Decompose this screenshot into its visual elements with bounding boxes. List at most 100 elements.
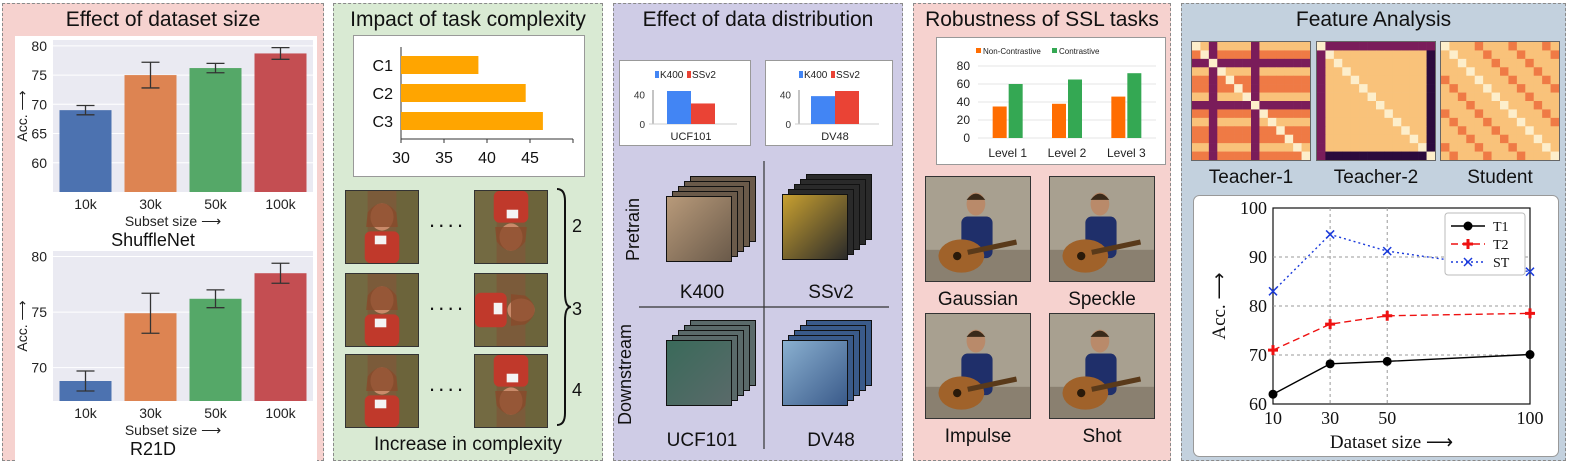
legend-swatch <box>976 48 981 53</box>
x-axis-label: Dataset size ⟶ <box>1330 432 1453 453</box>
y-tick-label: 70 <box>31 96 47 112</box>
ellipsis: ···· <box>428 295 466 320</box>
panel-data-distribution: Effect of data distribution K400 SSv2 0 40 U… <box>613 3 903 461</box>
panel-task-complexity: Impact of task complexity C1 C2 C3 30 35 40 45… <box>333 3 603 461</box>
bar <box>992 106 1007 138</box>
heatmap-label: Teacher-1 <box>1208 167 1294 188</box>
heatmap-label: Teacher-2 <box>1333 167 1419 188</box>
similarity-heatmap <box>1316 41 1436 161</box>
legend-marker <box>1463 239 1473 249</box>
frame-thumbnail <box>345 190 419 264</box>
legend-marker <box>1463 257 1473 267</box>
legend-swatch <box>687 71 691 78</box>
similarity-heatmap <box>1440 41 1560 161</box>
x-tick-label: Level 1 <box>988 146 1027 160</box>
x-tick-label: 100 <box>1517 408 1544 428</box>
data-point <box>1525 267 1535 277</box>
chart-title: R21D <box>130 439 176 459</box>
y-tick-label: 70 <box>1249 345 1267 365</box>
brace <box>556 188 572 426</box>
x-tick-label: 10 <box>1264 408 1282 428</box>
bar <box>1127 73 1142 138</box>
label-k400: K400 <box>679 282 725 303</box>
bar <box>1068 79 1082 138</box>
downstream-label: Downstream <box>615 323 636 426</box>
bar <box>59 110 112 192</box>
complexity-level-label: 3 <box>571 299 582 319</box>
legend-label: Non-Contrastive <box>983 47 1041 56</box>
legend-label: ST <box>1493 256 1510 271</box>
x-tick-label: 45 <box>521 150 539 167</box>
x-tick-label: 50 <box>1378 408 1396 428</box>
bar <box>189 68 242 192</box>
label-ssv2: SSv2 <box>808 282 854 303</box>
y-axis-label: Acc. ⟶ <box>14 90 30 141</box>
series-line <box>1272 353 1531 395</box>
x-tick-label: 100k <box>265 405 296 421</box>
y-tick-label: 80 <box>31 249 47 265</box>
chart-title: UCF101 <box>671 131 712 143</box>
legend-swatch <box>799 71 803 78</box>
x-axis-label: Subset size ⟶ <box>125 213 221 229</box>
complexity-level-label: 2 <box>571 216 582 236</box>
y-tick-label: 60 <box>31 155 47 171</box>
label-dv48: DV48 <box>807 430 855 451</box>
r21d-chart: 70 75 80 10k 30k 50k 100k Subset size ⟶ Acc. ⟶ R2… <box>14 249 317 462</box>
bar <box>401 112 543 130</box>
bar <box>124 75 177 192</box>
data-point <box>1268 389 1278 399</box>
frame-thumbnail <box>345 273 419 347</box>
legend-label: K400 <box>660 70 684 81</box>
y-tick-label: 75 <box>31 67 47 83</box>
data-point <box>1268 286 1278 296</box>
chart-title: ShuffleNet <box>111 230 195 249</box>
noisy-frame <box>1049 313 1155 419</box>
x-tick-label: 30k <box>139 196 163 212</box>
noise-label: Shot <box>1082 426 1122 447</box>
video-frame <box>782 194 848 260</box>
frame-thumbnail <box>474 273 548 347</box>
similarity-heatmap <box>1191 41 1311 161</box>
noise-label: Impulse <box>944 426 1012 447</box>
bar <box>811 96 835 124</box>
x-tick-label: Level 2 <box>1048 146 1087 160</box>
y-tick-label: 80 <box>31 38 47 54</box>
bar <box>691 103 715 124</box>
bar <box>1008 84 1023 138</box>
series-line <box>1272 233 1531 292</box>
panel-feature-analysis: Feature Analysis Teacher-1 Teacher-2 Stude… <box>1181 3 1566 461</box>
legend-swatch <box>655 71 659 78</box>
pretrain-label: Pretrain <box>623 197 644 262</box>
y-tick-label: C3 <box>373 114 394 131</box>
data-point <box>1525 308 1535 319</box>
bar <box>254 273 307 401</box>
y-tick-label: 80 <box>1249 296 1267 316</box>
y-tick-label: 100 <box>1240 198 1267 218</box>
x-tick-label: 30k <box>139 405 163 421</box>
legend-label: Contrastive <box>1059 47 1100 56</box>
ssl-chart: Non-Contrastive Contrastive 0 20 40 60 80 Level… <box>936 37 1166 165</box>
x-tick-label: 35 <box>435 150 453 167</box>
legend-label: SSv2 <box>836 70 860 81</box>
x-tick-label: Level 3 <box>1107 146 1146 160</box>
y-tick-label: 0 <box>963 131 970 145</box>
noisy-frame <box>1049 176 1155 282</box>
legend-label: T2 <box>1493 238 1509 253</box>
bar <box>1111 96 1126 138</box>
y-tick-label: C1 <box>373 58 394 75</box>
panel-dataset-size: Effect of dataset size 60 65 70 75 80 10k 30k 5… <box>2 3 324 462</box>
panel-robustness: Robustness of SSL tasks Non-Contrastive C… <box>913 3 1171 461</box>
bar <box>401 56 479 74</box>
complexity-level-label: 4 <box>571 380 582 400</box>
panel-title: Effect of data distribution <box>642 8 874 31</box>
y-tick-label: C2 <box>373 86 394 103</box>
x-tick-label: 10k <box>74 405 98 421</box>
y-tick-label: 40 <box>634 91 646 102</box>
data-point <box>1268 345 1278 356</box>
y-tick-label: 65 <box>31 126 47 142</box>
x-tick-label: 50k <box>204 405 228 421</box>
divider-lines <box>639 161 889 449</box>
y-tick-label: 20 <box>957 113 971 127</box>
frame-thumbnail <box>474 190 548 264</box>
x-tick-label: 40 <box>478 150 496 167</box>
